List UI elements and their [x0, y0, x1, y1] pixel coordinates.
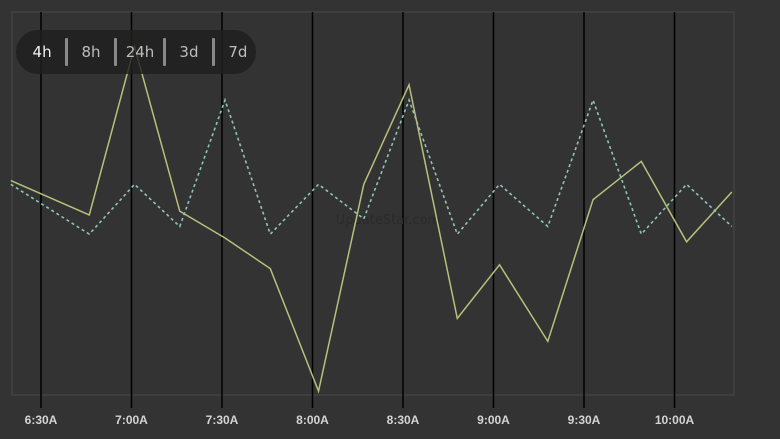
- series-line-solid: [10, 43, 733, 394]
- watermark: UpdateStar.com: [336, 213, 440, 228]
- range-4h-button[interactable]: 4h: [32, 43, 52, 61]
- x-tick-label: 9:30A: [568, 413, 601, 427]
- x-tick-label: 7:30A: [206, 413, 239, 427]
- x-tick-label: 9:00A: [477, 413, 510, 427]
- divider: [212, 38, 215, 66]
- time-range-selector: 4h 8h 24h 3d 7d: [16, 30, 256, 74]
- x-tick-label: 7:00A: [115, 413, 148, 427]
- range-7d-button[interactable]: 7d: [228, 43, 248, 61]
- range-8h-button[interactable]: 8h: [81, 43, 101, 61]
- x-tick-label: 8:30A: [387, 413, 420, 427]
- range-24h-button[interactable]: 24h: [125, 43, 155, 61]
- divider: [114, 38, 117, 66]
- divider: [163, 38, 166, 66]
- range-3d-button[interactable]: 3d: [179, 43, 199, 61]
- x-tick-label: 10:00A: [655, 413, 695, 427]
- x-tick-label: 8:00A: [296, 413, 329, 427]
- divider: [65, 38, 68, 66]
- plot-frame: [11, 11, 735, 396]
- x-tick-label: 6:30A: [25, 413, 58, 427]
